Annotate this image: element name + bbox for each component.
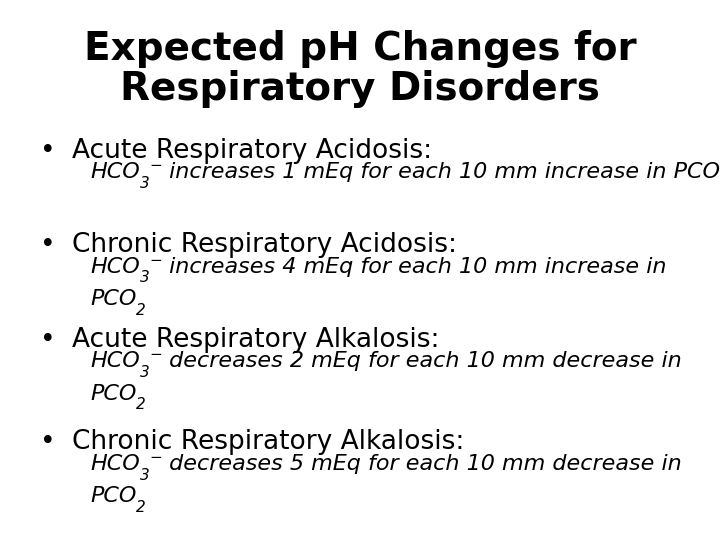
Text: 2: 2 (136, 397, 146, 413)
Text: Acute Respiratory Acidosis:: Acute Respiratory Acidosis: (72, 138, 432, 164)
Text: PCO: PCO (90, 289, 136, 309)
Text: −: − (150, 253, 162, 268)
Text: Respiratory Disorders: Respiratory Disorders (120, 70, 600, 108)
Text: HCO: HCO (90, 351, 140, 371)
Text: 2: 2 (136, 500, 146, 515)
Text: •: • (40, 232, 55, 258)
Text: 3: 3 (140, 468, 150, 483)
Text: 3: 3 (140, 365, 150, 380)
Text: Acute Respiratory Alkalosis:: Acute Respiratory Alkalosis: (72, 327, 439, 353)
Text: Chronic Respiratory Acidosis:: Chronic Respiratory Acidosis: (72, 232, 457, 258)
Text: HCO: HCO (90, 256, 140, 276)
Text: HCO: HCO (90, 162, 140, 182)
Text: −: − (150, 347, 162, 362)
Text: 2: 2 (136, 303, 146, 318)
Text: increases 4 mEq for each 10 mm increase in: increases 4 mEq for each 10 mm increase … (162, 256, 667, 276)
Text: −: − (150, 450, 162, 465)
Text: Chronic Respiratory Alkalosis:: Chronic Respiratory Alkalosis: (72, 429, 464, 455)
Text: 3: 3 (140, 271, 150, 286)
Text: PCO: PCO (90, 486, 136, 506)
Text: •: • (40, 429, 55, 455)
Text: decreases 2 mEq for each 10 mm decrease in: decreases 2 mEq for each 10 mm decrease … (162, 351, 682, 371)
Text: PCO: PCO (90, 383, 136, 403)
Text: HCO: HCO (90, 454, 140, 474)
Text: increases 1 mEq for each 10 mm increase in PCO: increases 1 mEq for each 10 mm increase … (162, 162, 720, 182)
Text: −: − (150, 158, 162, 173)
Text: 3: 3 (140, 468, 150, 483)
Text: −: − (150, 253, 162, 268)
Text: Expected pH Changes for: Expected pH Changes for (84, 30, 636, 68)
Text: −: − (150, 450, 162, 465)
Text: −: − (150, 347, 162, 362)
Text: •: • (40, 327, 55, 353)
Text: 3: 3 (140, 176, 150, 191)
Text: 3: 3 (140, 176, 150, 191)
Text: 3: 3 (140, 365, 150, 380)
Text: •: • (40, 138, 55, 164)
Text: −: − (150, 158, 162, 173)
Text: decreases 5 mEq for each 10 mm decrease in: decreases 5 mEq for each 10 mm decrease … (162, 454, 682, 474)
Text: 3: 3 (140, 271, 150, 286)
